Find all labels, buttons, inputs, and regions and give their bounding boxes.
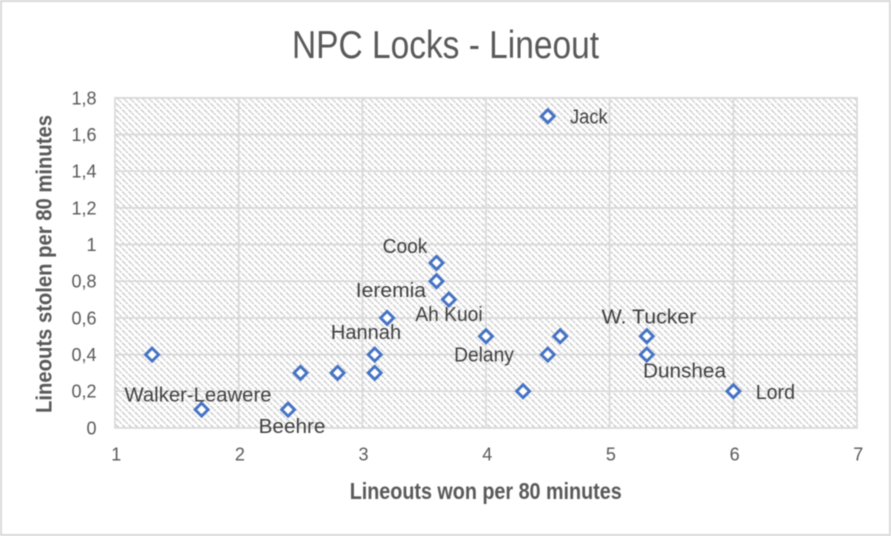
svg-text:0,4: 0,4 xyxy=(71,345,96,365)
svg-text:Lineouts won per 80 minutes: Lineouts won per 80 minutes xyxy=(350,478,622,504)
svg-text:4: 4 xyxy=(482,445,492,465)
svg-text:Jack: Jack xyxy=(570,107,609,129)
svg-text:Cook: Cook xyxy=(383,236,429,258)
svg-text:3: 3 xyxy=(358,445,368,465)
svg-text:NPC Locks - Lineout: NPC Locks - Lineout xyxy=(292,24,599,67)
svg-text:5: 5 xyxy=(606,445,616,465)
svg-text:0: 0 xyxy=(86,418,96,438)
svg-text:Dunshea: Dunshea xyxy=(643,361,727,383)
svg-text:1,4: 1,4 xyxy=(71,162,96,182)
svg-text:6: 6 xyxy=(730,445,740,465)
svg-text:Ieremia: Ieremia xyxy=(356,280,427,302)
svg-text:7: 7 xyxy=(853,445,863,465)
svg-text:0,6: 0,6 xyxy=(71,308,96,328)
svg-text:1,6: 1,6 xyxy=(71,125,96,145)
svg-text:1,2: 1,2 xyxy=(71,198,96,218)
svg-text:2: 2 xyxy=(235,445,245,465)
svg-text:1: 1 xyxy=(111,445,121,465)
svg-text:0,2: 0,2 xyxy=(71,382,96,402)
svg-text:Hannah: Hannah xyxy=(331,322,401,344)
svg-text:W. Tucker: W. Tucker xyxy=(602,307,697,329)
svg-text:Beehre: Beehre xyxy=(259,416,326,438)
svg-text:Walker-Leawere: Walker-Leawere xyxy=(125,385,272,407)
svg-text:1: 1 xyxy=(86,235,96,255)
svg-text:Ah Kuoi: Ah Kuoi xyxy=(415,304,482,326)
svg-text:Delany: Delany xyxy=(454,345,514,367)
svg-text:Lineouts stolen per 80 minutes: Lineouts stolen per 80 minutes xyxy=(32,115,57,413)
svg-text:1,8: 1,8 xyxy=(71,88,96,108)
svg-text:0,8: 0,8 xyxy=(71,272,96,292)
svg-text:Lord: Lord xyxy=(756,382,795,404)
